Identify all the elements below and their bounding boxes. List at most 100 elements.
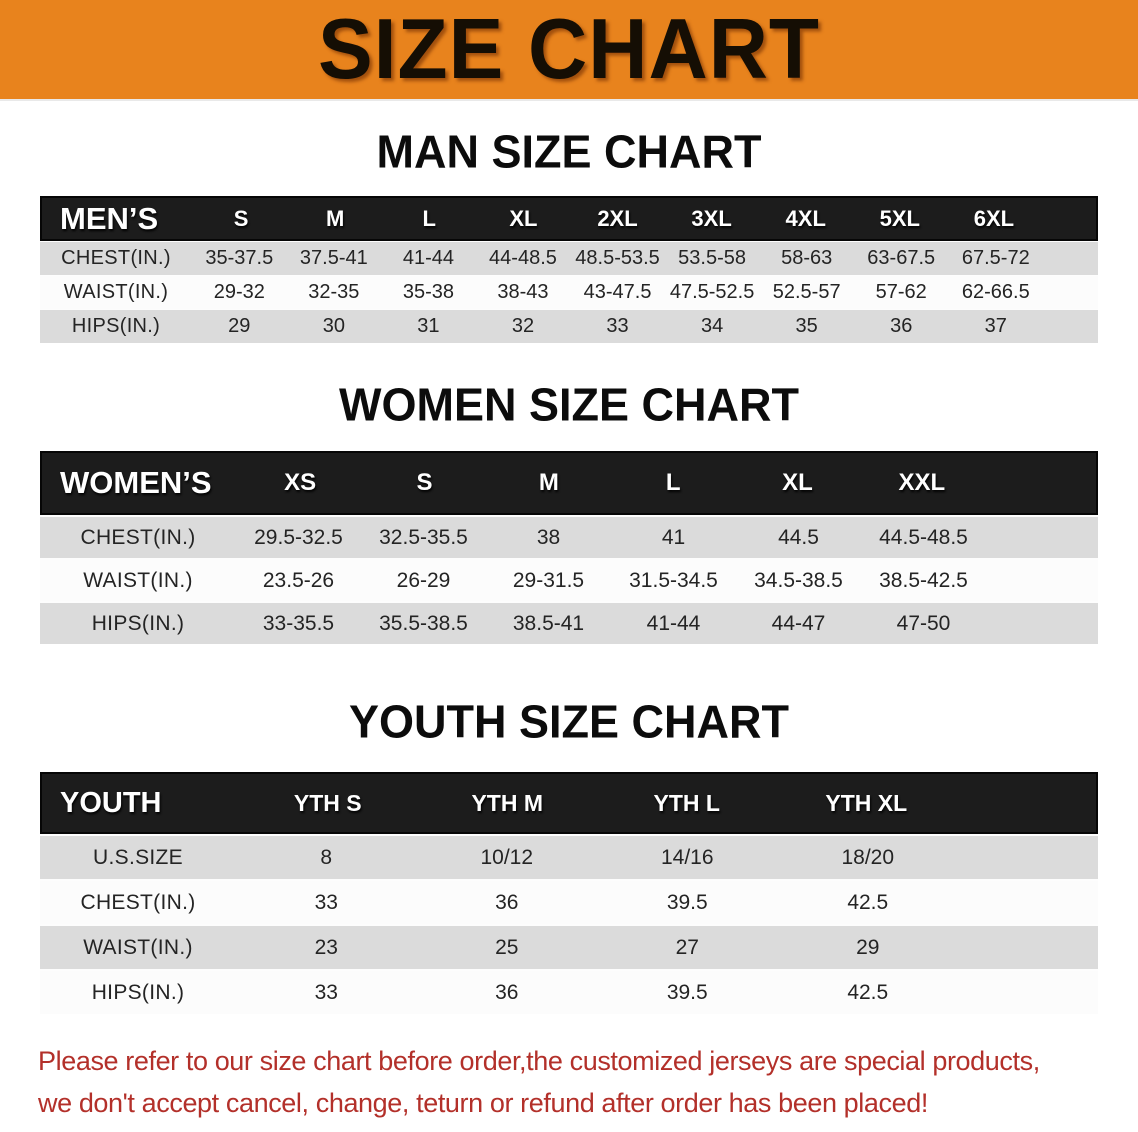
measurement-value: 38.5-41 [512,611,585,635]
measurement-value: 30 [322,315,345,337]
measurement-value: 44-48.5 [489,247,557,269]
measurement-value: 36 [495,980,519,1004]
size-column-header: YTH M [471,789,544,816]
measurement-row: HIPS(IN.) 29 30 31 32 33 34 35 36 37 [40,309,1098,343]
measurement-value: 33 [314,890,338,914]
size-column-header: L [665,469,681,496]
measurement-value: 48.5-53.5 [575,247,660,269]
measurement-row: HIPS(IN.) 33 36 39.5 42.5 [40,969,1098,1014]
measurement-value: 33-35.5 [262,611,335,635]
women-section-heading: WOMEN SIZE CHART [339,377,799,431]
measurement-value: 32.5-35.5 [379,525,468,549]
measurement-value: 52.5-57 [772,281,841,303]
measurement-value: 38-43 [497,281,549,303]
measurement-value: 33 [314,980,338,1004]
measurement-value: 44.5 [778,525,819,549]
measurement-label: CHEST(IN.) [80,525,196,549]
size-column-header: XXL [898,469,946,496]
measurement-label: WAIST(IN.) [83,935,193,959]
measurement-value: 34 [700,315,724,337]
measurement-label: HIPS(IN.) [91,611,185,635]
size-column-header: XS [284,469,317,496]
men-section-heading: MAN SIZE CHART [376,124,762,178]
table-corner-label: WOMEN’S [60,465,212,500]
youth-section-heading: YOUTH SIZE CHART [348,694,789,748]
table-corner-label: YOUTH [60,786,162,819]
measurement-value: 41-44 [646,611,701,635]
measurement-value: 34.5-38.5 [754,568,843,592]
measurement-value: 62-66.5 [961,281,1030,303]
measurement-value: 41 [661,525,686,549]
size-column-header: S [416,469,433,496]
measurement-value: 53.5-58 [678,247,747,269]
measurement-value: 38 [536,525,561,549]
size-column-header: 6XL [973,205,1015,231]
size-column-header: XL [782,469,813,496]
measurement-value: 67.5-72 [961,247,1030,269]
size-column-header: 4XL [785,205,826,231]
size-column-header: 5XL [879,205,920,231]
measurement-value: 39.5 [666,890,708,914]
measurement-row: CHEST(IN.) 33 36 39.5 42.5 [40,879,1098,924]
measurement-value: 63-67.5 [867,247,936,269]
measurement-value: 29 [856,935,880,959]
measurement-label: HIPS(IN.) [71,315,161,337]
measurement-label: WAIST(IN.) [63,281,169,303]
measurement-row: CHEST(IN.) 29.5-32.5 32.5-35.5 38 41 44.5 44.5… [40,515,1098,558]
youth-size-table: YOUTH YTH S YTH M YTH L YTH XL U.S.SIZE 8 10/12… [40,772,1098,1014]
measurement-value: 38.5-42.5 [879,568,968,592]
measurement-value: 35 [795,315,818,337]
measurement-label: CHEST(IN.) [80,890,196,914]
size-column-header: YTH S [293,789,362,816]
table-header-row: WOMEN’S XS S M L XL XXL [40,451,1098,515]
measurement-value: 8 [320,845,333,869]
measurement-row: WAIST(IN.) 23 25 27 29 [40,924,1098,969]
size-column-header: YTH XL [825,789,908,816]
size-column-header: XL [509,205,538,231]
table-corner-label: MEN’S [60,200,159,236]
measurement-value: 26-29 [396,568,451,592]
measurement-value: 31 [417,315,440,337]
measurement-value: 37 [984,315,1007,337]
measurement-value: 29-31.5 [512,568,585,592]
measurement-value: 23 [314,935,338,959]
measurement-value: 25 [495,935,519,959]
measurement-value: 14/16 [660,845,714,869]
measurement-value: 57-62 [875,281,927,303]
measurement-value: 31.5-34.5 [629,568,718,592]
women-size-section: WOMEN SIZE CHART WOMEN’S XS S M L XL XXL CHEST(… [0,377,1138,644]
size-column-header: L [422,205,436,231]
measurement-value: 43-47.5 [583,281,652,303]
disclaimer-line-2: we don't accept cancel, change, teturn o… [38,1088,928,1118]
measurement-label: WAIST(IN.) [83,568,193,592]
measurement-label: HIPS(IN.) [91,980,185,1004]
measurement-value: 36 [495,890,519,914]
measurement-value: 44-47 [771,611,826,635]
measurement-value: 36 [890,315,913,337]
measurement-value: 23.5-26 [262,568,335,592]
size-column-header: 3XL [691,205,732,231]
measurement-value: 35-38 [402,281,454,303]
disclaimer-line-1: Please refer to our size chart before or… [38,1046,1040,1076]
size-column-header: 2XL [597,205,638,231]
measurement-value: 29-32 [213,281,265,303]
measurement-value: 44.5-48.5 [879,525,968,549]
measurement-value: 29.5-32.5 [254,525,343,549]
men-size-section: MAN SIZE CHART MEN’S S M L XL 2XL 3XL 4XL 5XL 6XL… [0,124,1138,343]
women-size-table: WOMEN’S XS S M L XL XXL CHEST(IN.) 29.5-32.5 32.5… [40,451,1098,644]
measurement-row: HIPS(IN.) 33-35.5 35.5-38.5 38.5-41 41-44 44-… [40,601,1098,644]
measurement-value: 37.5-41 [299,247,368,269]
measurement-value: 47-50 [896,611,951,635]
table-header-row: YOUTH YTH S YTH M YTH L YTH XL [40,772,1098,834]
banner: SIZE CHART [0,0,1138,101]
measurement-label: CHEST(IN.) [61,247,171,269]
measurement-value: 42.5 [847,890,889,914]
measurement-value: 39.5 [666,980,708,1004]
measurement-row: WAIST(IN.) 23.5-26 26-29 29-31.5 31.5-34.5 34… [40,558,1098,601]
measurement-value: 35.5-38.5 [379,611,468,635]
disclaimer: Please refer to our size chart before or… [38,1040,1138,1124]
size-column-header: S [233,205,249,231]
page-title: SIZE CHART [318,1,820,97]
measurement-label: U.S.SIZE [93,845,183,869]
